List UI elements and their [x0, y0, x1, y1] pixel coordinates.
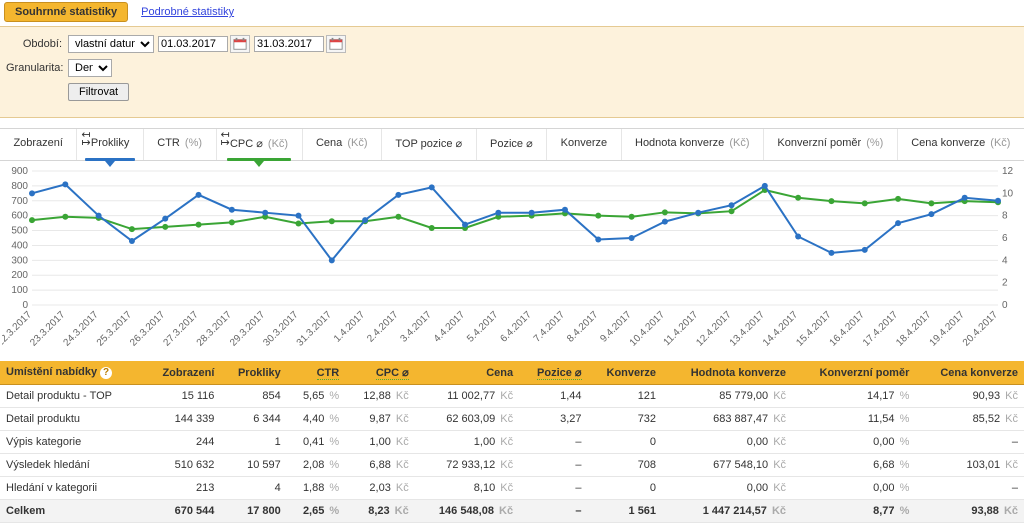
svg-text:27.3.2017: 27.3.2017	[161, 309, 201, 349]
svg-text:2.4.2017: 2.4.2017	[365, 309, 401, 345]
tab-detailed[interactable]: Podrobné statistiky	[131, 3, 244, 21]
filter-button[interactable]: Filtrovat	[68, 83, 129, 101]
svg-text:20.4.2017: 20.4.2017	[961, 309, 1001, 349]
period-select[interactable]: vlastní datum	[68, 35, 154, 53]
metric-tab-konverzn-pom-r[interactable]: Konverzní poměr (%)	[764, 129, 898, 160]
svg-text:19.4.2017: 19.4.2017	[928, 309, 968, 349]
period-label: Období:	[6, 38, 68, 50]
th-position[interactable]: Pozice ⌀	[519, 361, 587, 385]
svg-text:29.3.2017: 29.3.2017	[228, 309, 268, 349]
svg-text:8: 8	[1002, 211, 1008, 222]
svg-text:23.3.2017: 23.3.2017	[28, 309, 68, 349]
table-row: Detail produktu144 3396 3444,40 %9,87 Kč…	[0, 408, 1024, 431]
svg-text:300: 300	[11, 255, 28, 266]
svg-text:6: 6	[1002, 233, 1008, 244]
granularity-select[interactable]: Den	[68, 59, 112, 77]
th-conv-rate[interactable]: Konverzní poměr	[792, 361, 915, 385]
th-cpc[interactable]: CPC ⌀	[345, 361, 415, 385]
svg-text:13.4.2017: 13.4.2017	[728, 309, 768, 349]
metric-tab-top-pozice-[interactable]: TOP pozice ⌀	[382, 129, 477, 160]
svg-text:30.3.2017: 30.3.2017	[261, 309, 301, 349]
help-icon[interactable]: ?	[100, 367, 112, 379]
svg-text:600: 600	[11, 211, 28, 222]
stats-table: Umístění nabídky? Zobrazení Prokliky CTR…	[0, 361, 1024, 523]
th-cost[interactable]: Cena	[415, 361, 519, 385]
table-row: Hledání v kategorii21341,88 %2,03 Kč8,10…	[0, 477, 1024, 500]
svg-text:100: 100	[11, 285, 28, 296]
line-chart: 010020030040050060070080090002468101222.…	[2, 165, 1018, 355]
table-row: Detail produktu - TOP15 1168545,65 %12,8…	[0, 385, 1024, 408]
svg-text:12.4.2017: 12.4.2017	[694, 309, 734, 349]
metric-tab-hodnota-konverze[interactable]: Hodnota konverze (Kč)	[622, 129, 764, 160]
svg-text:400: 400	[11, 240, 28, 251]
table-header-row: Umístění nabídky? Zobrazení Prokliky CTR…	[0, 361, 1024, 385]
svg-text:18.4.2017: 18.4.2017	[894, 309, 934, 349]
svg-text:1.4.2017: 1.4.2017	[332, 309, 368, 345]
filter-panel: Období: vlastní datum Granularita: Den F…	[0, 26, 1024, 118]
th-ctr[interactable]: CTR	[287, 361, 345, 385]
svg-text:200: 200	[11, 270, 28, 281]
svg-text:500: 500	[11, 226, 28, 237]
svg-text:6.4.2017: 6.4.2017	[498, 309, 534, 345]
date-from-input[interactable]	[158, 36, 228, 52]
svg-text:26.3.2017: 26.3.2017	[128, 309, 168, 349]
svg-text:10.4.2017: 10.4.2017	[628, 309, 668, 349]
svg-text:14.4.2017: 14.4.2017	[761, 309, 801, 349]
svg-text:12: 12	[1002, 166, 1014, 177]
svg-text:5.4.2017: 5.4.2017	[465, 309, 501, 345]
svg-text:25.3.2017: 25.3.2017	[95, 309, 135, 349]
svg-text:28.3.2017: 28.3.2017	[195, 309, 235, 349]
date-to-input[interactable]	[254, 36, 324, 52]
svg-text:17.4.2017: 17.4.2017	[861, 309, 901, 349]
svg-text:0: 0	[1002, 300, 1008, 311]
metric-tab-konverze[interactable]: Konverze	[547, 129, 621, 160]
svg-text:24.3.2017: 24.3.2017	[61, 309, 101, 349]
svg-text:10: 10	[1002, 188, 1014, 199]
th-clicks[interactable]: Prokliky	[220, 361, 286, 385]
swap-arrows-icon: ↤ ↦	[81, 131, 90, 147]
svg-text:4: 4	[1002, 255, 1008, 266]
metric-tab-prokliky[interactable]: ↤ ↦Prokliky	[77, 129, 143, 160]
th-impressions[interactable]: Zobrazení	[143, 361, 220, 385]
chart-container: 010020030040050060070080090002468101222.…	[0, 161, 1024, 355]
svg-text:4.4.2017: 4.4.2017	[432, 309, 468, 345]
calendar-to-icon[interactable]	[326, 35, 346, 53]
calendar-from-icon[interactable]	[230, 35, 250, 53]
svg-text:800: 800	[11, 181, 28, 192]
metric-tab-cena[interactable]: Cena (Kč)	[303, 129, 382, 160]
svg-text:700: 700	[11, 196, 28, 207]
table-row: Výpis kategorie24410,41 %1,00 Kč1,00 Kč–…	[0, 431, 1024, 454]
svg-text:7.4.2017: 7.4.2017	[532, 309, 568, 345]
metric-tab-zobrazen-[interactable]: Zobrazení	[0, 129, 77, 160]
metric-tab-cena-konverze[interactable]: Cena konverze (Kč)	[898, 129, 1024, 160]
th-conv-value[interactable]: Hodnota konverze	[662, 361, 792, 385]
metric-tab-cpc-[interactable]: ↤ ↦CPC ⌀ (Kč)	[217, 129, 303, 160]
svg-text:8.4.2017: 8.4.2017	[565, 309, 601, 345]
th-placement[interactable]: Umístění nabídky?	[0, 361, 143, 385]
granularity-label: Granularita:	[6, 62, 68, 74]
svg-text:900: 900	[11, 166, 28, 177]
metric-tab-pozice-[interactable]: Pozice ⌀	[477, 129, 548, 160]
svg-text:3.4.2017: 3.4.2017	[399, 309, 435, 345]
tab-summary[interactable]: Souhrnné statistiky	[4, 2, 128, 22]
svg-text:15.4.2017: 15.4.2017	[794, 309, 834, 349]
table-row-total: Celkem670 54417 8002,65 %8,23 Kč146 548,…	[0, 500, 1024, 523]
swap-arrows-icon: ↤ ↦	[221, 131, 230, 147]
svg-text:31.3.2017: 31.3.2017	[295, 309, 335, 349]
metric-tabs: Zobrazení↤ ↦ProklikyCTR (%)↤ ↦CPC ⌀ (Kč)…	[0, 128, 1024, 161]
metric-tab-ctr[interactable]: CTR (%)	[144, 129, 217, 160]
view-tabs: Souhrnné statistiky Podrobné statistiky	[0, 0, 1024, 26]
svg-text:16.4.2017: 16.4.2017	[828, 309, 868, 349]
th-conversions[interactable]: Konverze	[588, 361, 663, 385]
table-row: Výsledek hledání510 63210 5972,08 %6,88 …	[0, 454, 1024, 477]
svg-text:2: 2	[1002, 278, 1008, 289]
th-conv-cost[interactable]: Cena konverze	[915, 361, 1024, 385]
